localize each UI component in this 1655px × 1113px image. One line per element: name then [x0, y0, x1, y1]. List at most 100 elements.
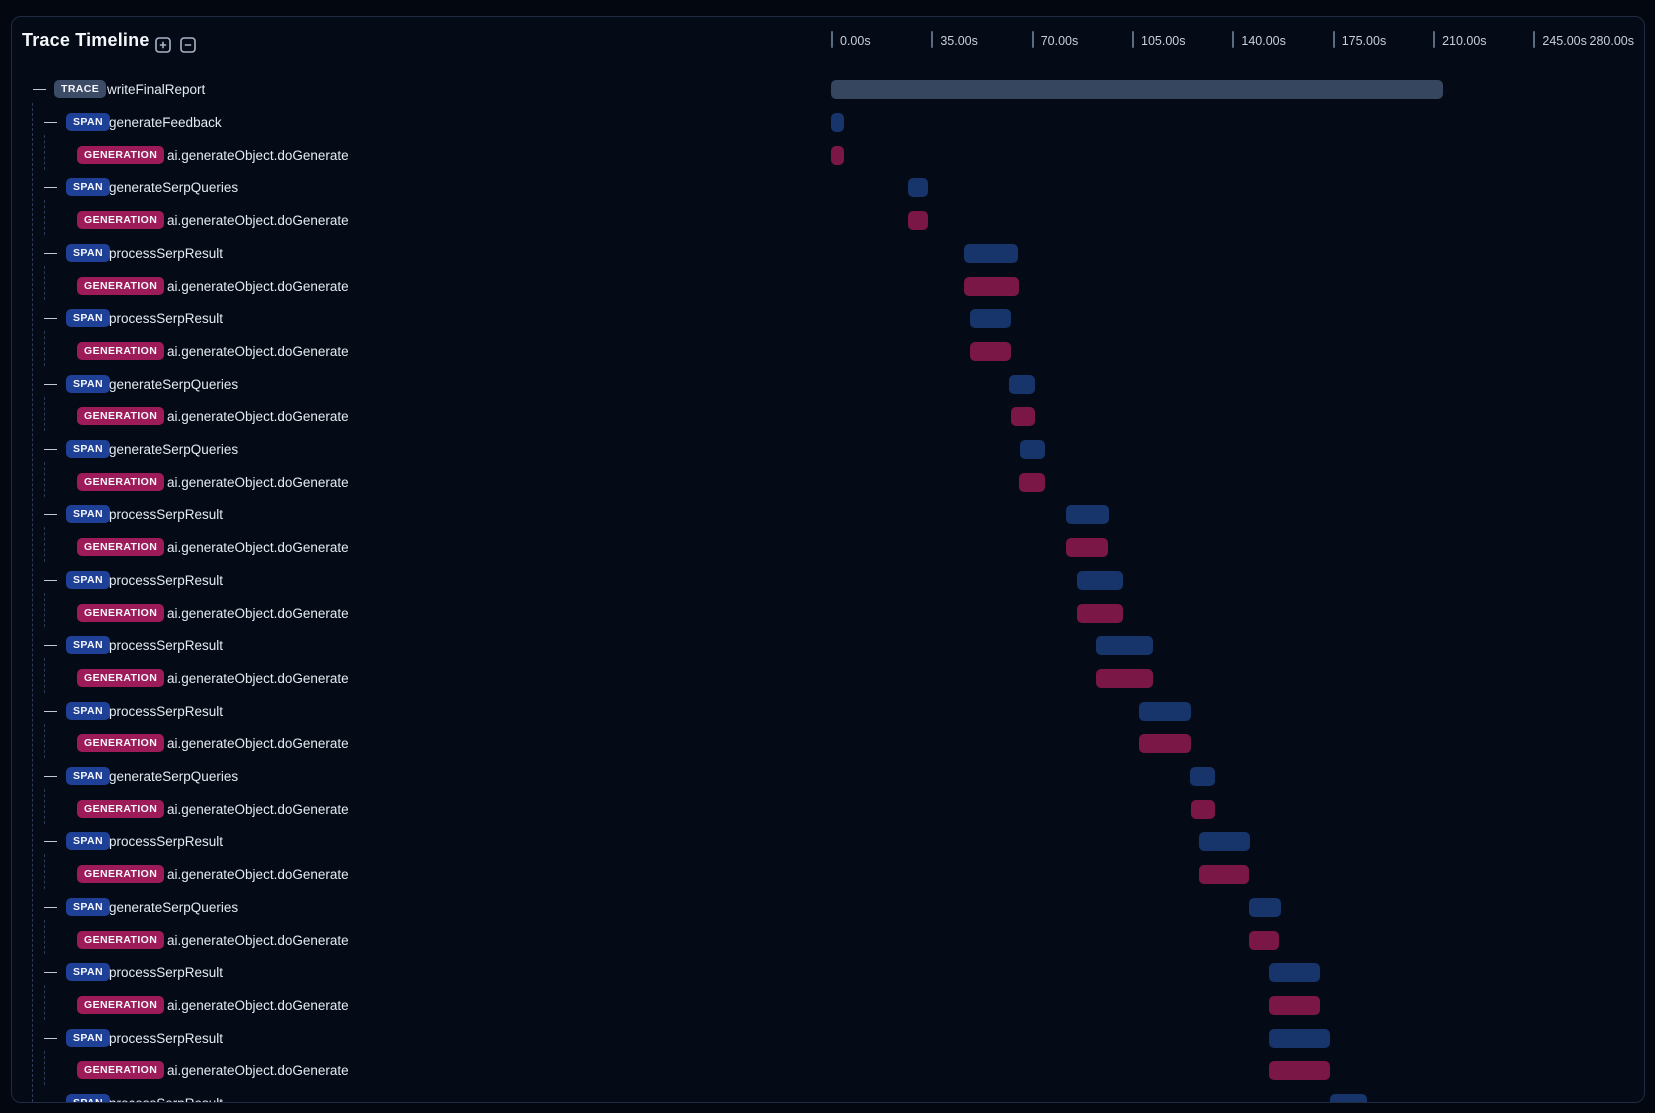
generation-bar[interactable] — [1191, 799, 1216, 819]
span-badge: SPAN — [66, 832, 110, 851]
generation-row[interactable]: GENERATION ai.generateObject.doGenerate — [12, 668, 1644, 688]
row-label: ai.generateObject.doGenerate — [167, 147, 349, 163]
span-badge: SPAN — [66, 636, 110, 655]
span-bar[interactable] — [1198, 832, 1250, 852]
generation-bar[interactable] — [1198, 865, 1249, 885]
span-badge: SPAN — [66, 570, 110, 589]
generation-row[interactable]: GENERATION ai.generateObject.doGenerate — [12, 603, 1644, 623]
collapse-toggle-icon[interactable]: — — [44, 702, 57, 718]
collapse-toggle-icon[interactable]: — — [44, 898, 57, 914]
span-row[interactable]: — SPAN generateSerpQueries — [12, 374, 1644, 394]
generation-row[interactable]: GENERATION ai.generateObject.doGenerate — [12, 864, 1644, 885]
generation-row[interactable]: GENERATION ai.generateObject.doGenerate — [12, 799, 1644, 819]
generation-bar[interactable] — [907, 211, 929, 231]
collapse-toggle-icon[interactable]: — — [44, 375, 57, 391]
generation-bar[interactable] — [964, 276, 1019, 296]
span-row[interactable]: — SPAN generateFeedback — [12, 112, 1644, 132]
collapse-toggle-icon[interactable]: — — [44, 833, 57, 849]
collapse-toggle-icon[interactable]: — — [33, 81, 46, 97]
span-bar[interactable] — [1268, 963, 1321, 983]
collapse-toggle-icon[interactable]: — — [44, 310, 57, 326]
axis-tick-label: 140.00s — [1241, 34, 1286, 48]
span-bar[interactable] — [1076, 570, 1124, 590]
axis-tick-label: 210.00s — [1442, 34, 1487, 48]
span-bar[interactable] — [1139, 701, 1192, 721]
collapse-toggle-icon[interactable]: — — [44, 1095, 57, 1103]
span-bar[interactable] — [1190, 767, 1216, 786]
span-bar[interactable] — [1269, 1028, 1330, 1048]
span-bar[interactable] — [1248, 897, 1282, 917]
generation-bar[interactable] — [1249, 930, 1280, 950]
trace-bar[interactable] — [831, 80, 1444, 100]
row-label: processSerpResult — [109, 1030, 224, 1046]
span-bar[interactable] — [970, 309, 1011, 329]
generation-bar[interactable] — [1096, 668, 1154, 688]
generation-row[interactable]: GENERATION ai.generateObject.doGenerate — [12, 537, 1644, 558]
span-bar[interactable] — [1019, 440, 1045, 459]
generation-row[interactable]: GENERATION ai.generateObject.doGenerate — [12, 406, 1644, 427]
span-badge: SPAN — [66, 374, 110, 393]
axis-tick — [831, 31, 833, 48]
generation-row[interactable]: GENERATION ai.generateObject.doGenerate — [12, 341, 1644, 361]
collapse-toggle-icon[interactable]: — — [44, 506, 57, 522]
span-bar[interactable] — [1329, 1094, 1368, 1102]
collapse-toggle-icon[interactable]: — — [44, 441, 57, 456]
generation-bar[interactable] — [1269, 1061, 1331, 1081]
generation-badge: GENERATION — [77, 603, 165, 622]
span-badge: SPAN — [66, 767, 110, 785]
collapse-toggle-icon[interactable]: — — [44, 964, 57, 980]
span-bar[interactable] — [831, 113, 844, 132]
collapse-toggle-icon[interactable]: — — [44, 114, 57, 129]
minus-square-icon — [180, 37, 196, 53]
span-bar[interactable] — [1009, 374, 1035, 394]
generation-bar[interactable] — [831, 145, 845, 165]
generation-bar[interactable] — [1010, 407, 1035, 427]
trace-row[interactable]: — TRACE writeFinalReport — [12, 79, 1644, 100]
span-row[interactable]: — SPAN generateSerpQueries — [12, 766, 1644, 786]
generation-row[interactable]: GENERATION ai.generateObject.doGenerate — [12, 276, 1644, 296]
collapse-toggle-icon[interactable]: — — [44, 1029, 57, 1045]
generation-row[interactable]: GENERATION ai.generateObject.doGenerate — [12, 210, 1644, 231]
expand-all-button[interactable] — [155, 37, 171, 53]
collapse-toggle-icon[interactable]: — — [44, 768, 57, 783]
span-bar[interactable] — [1065, 505, 1109, 525]
generation-row[interactable]: GENERATION ai.generateObject.doGenerate — [12, 930, 1644, 950]
generation-bar[interactable] — [1076, 603, 1124, 623]
collapse-toggle-icon[interactable]: — — [44, 179, 57, 195]
generation-row[interactable]: GENERATION ai.generateObject.doGenerate — [12, 1060, 1644, 1081]
span-row[interactable]: — SPAN generateSerpQueries — [12, 897, 1644, 917]
generation-bar[interactable] — [970, 341, 1012, 361]
span-bar[interactable] — [1096, 636, 1154, 656]
generation-row[interactable]: GENERATION ai.generateObject.doGenerate — [12, 733, 1644, 754]
collapse-toggle-icon[interactable]: — — [44, 637, 57, 653]
span-row[interactable]: — SPAN generateSerpQueries — [12, 177, 1644, 198]
span-badge: SPAN — [66, 897, 110, 916]
generation-row[interactable]: GENERATION ai.generateObject.doGenerate — [12, 145, 1644, 165]
row-label: ai.generateObject.doGenerate — [167, 213, 349, 229]
generation-row[interactable]: GENERATION ai.generateObject.doGenerate — [12, 995, 1644, 1015]
span-badge: SPAN — [66, 309, 110, 328]
span-bar[interactable] — [907, 178, 928, 198]
collapse-toggle-icon[interactable]: — — [44, 244, 57, 260]
generation-bar[interactable] — [1139, 734, 1192, 754]
span-row[interactable]: — SPAN generateSerpQueries — [12, 439, 1644, 459]
generation-bar[interactable] — [1269, 995, 1320, 1015]
generation-badge: GENERATION — [77, 276, 165, 295]
generation-bar[interactable] — [1019, 472, 1045, 492]
collapse-toggle-icon[interactable]: — — [44, 571, 57, 587]
generation-bar[interactable] — [1065, 538, 1109, 558]
span-bar[interactable] — [964, 243, 1019, 263]
collapse-all-button[interactable] — [180, 37, 196, 53]
axis-tick-label: 245.00s — [1542, 34, 1587, 48]
generation-row[interactable]: GENERATION ai.generateObject.doGenerate — [12, 472, 1644, 492]
